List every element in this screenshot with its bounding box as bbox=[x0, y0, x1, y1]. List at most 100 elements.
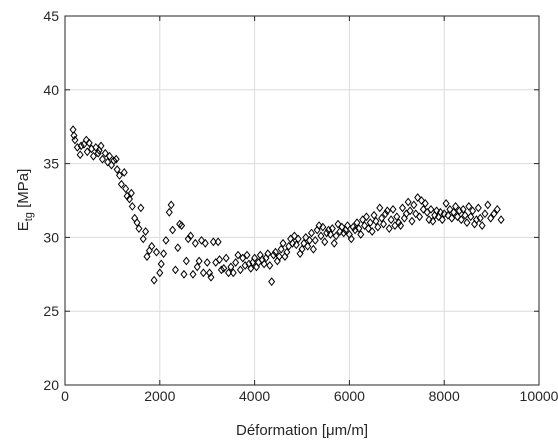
data-point bbox=[83, 147, 91, 157]
data-point bbox=[125, 194, 133, 204]
data-point bbox=[191, 238, 199, 248]
data-point bbox=[378, 213, 386, 223]
data-point bbox=[376, 203, 384, 213]
data-point bbox=[174, 243, 182, 253]
data-point bbox=[404, 197, 412, 207]
data-point bbox=[397, 221, 405, 230]
data-point bbox=[465, 202, 473, 211]
data-point bbox=[446, 204, 454, 214]
data-point bbox=[216, 255, 224, 264]
x-axis-label: Déformation [μm/m] bbox=[236, 422, 368, 439]
y-tick-label: 30 bbox=[43, 229, 59, 245]
data-point bbox=[243, 250, 251, 260]
data-point bbox=[85, 138, 93, 148]
data-point bbox=[112, 154, 120, 164]
x-tick-label: 8000 bbox=[429, 388, 460, 404]
grid-lines bbox=[65, 16, 539, 385]
data-point bbox=[294, 234, 302, 244]
data-point bbox=[298, 244, 306, 254]
data-point bbox=[203, 258, 211, 267]
y-tick-label: 45 bbox=[43, 8, 59, 24]
data-point bbox=[70, 131, 78, 140]
y-tick-label: 40 bbox=[43, 82, 59, 98]
data-point bbox=[229, 268, 237, 278]
data-point bbox=[383, 206, 391, 216]
y-axis-label-main: E bbox=[15, 221, 32, 231]
data-point bbox=[279, 238, 287, 248]
data-point bbox=[180, 269, 188, 279]
data-point bbox=[442, 199, 450, 208]
data-point bbox=[106, 151, 114, 161]
x-tick-label: 0 bbox=[61, 388, 69, 404]
plot-area-border bbox=[64, 15, 540, 386]
data-point bbox=[315, 221, 323, 230]
y-axis-label-subscript: tg bbox=[23, 212, 35, 221]
data-point bbox=[389, 204, 397, 214]
data-point bbox=[338, 222, 346, 232]
data-point bbox=[368, 227, 376, 236]
data-point bbox=[380, 219, 388, 229]
data-point bbox=[169, 225, 177, 235]
data-point bbox=[89, 151, 97, 161]
data-point bbox=[266, 261, 274, 270]
data-point bbox=[283, 247, 291, 257]
data-point bbox=[302, 232, 310, 242]
data-point bbox=[225, 268, 233, 278]
data-point bbox=[128, 202, 136, 211]
data-point bbox=[476, 213, 484, 223]
data-point bbox=[406, 206, 414, 216]
data-point bbox=[71, 135, 79, 145]
y-tick-label: 25 bbox=[43, 303, 59, 319]
data-point bbox=[448, 213, 456, 223]
data-point bbox=[410, 200, 418, 210]
data-point bbox=[251, 253, 259, 263]
axis-ticks bbox=[64, 15, 540, 386]
data-point bbox=[309, 244, 317, 254]
data-point bbox=[268, 277, 276, 287]
data-point bbox=[304, 241, 312, 251]
data-point bbox=[222, 253, 230, 263]
data-point bbox=[241, 261, 249, 270]
data-point bbox=[374, 222, 382, 232]
data-point bbox=[207, 272, 215, 282]
data-point bbox=[247, 263, 255, 273]
data-point bbox=[227, 262, 235, 272]
data-point bbox=[232, 258, 240, 267]
data-point bbox=[160, 249, 168, 259]
data-point bbox=[453, 212, 461, 222]
data-point bbox=[311, 235, 319, 245]
x-tick-label: 2000 bbox=[144, 388, 175, 404]
data-point bbox=[182, 256, 190, 266]
data-points bbox=[69, 125, 505, 287]
data-point bbox=[487, 213, 495, 223]
data-point bbox=[76, 150, 84, 160]
y-tick-label: 35 bbox=[43, 156, 59, 172]
data-point bbox=[264, 249, 272, 259]
data-point bbox=[165, 207, 173, 217]
data-point bbox=[120, 168, 128, 177]
data-point bbox=[150, 275, 158, 285]
data-point bbox=[330, 238, 338, 248]
y-tick-label: 20 bbox=[43, 377, 59, 393]
data-point bbox=[275, 252, 283, 261]
data-point bbox=[135, 224, 143, 233]
data-point bbox=[214, 237, 222, 247]
data-point bbox=[133, 218, 141, 228]
data-point bbox=[152, 247, 161, 257]
data-point bbox=[484, 200, 492, 210]
data-point bbox=[156, 268, 164, 278]
data-point bbox=[187, 231, 195, 241]
data-point bbox=[197, 235, 206, 245]
data-point bbox=[474, 203, 482, 213]
data-point bbox=[370, 210, 378, 220]
data-point bbox=[77, 141, 85, 151]
data-point bbox=[142, 227, 150, 236]
data-point bbox=[416, 212, 424, 222]
data-point bbox=[139, 234, 147, 244]
x-tick-label: 4000 bbox=[239, 388, 270, 404]
data-point bbox=[381, 209, 389, 219]
data-point bbox=[419, 204, 427, 214]
data-point bbox=[436, 207, 444, 217]
data-point bbox=[455, 206, 463, 216]
data-point bbox=[457, 215, 465, 225]
